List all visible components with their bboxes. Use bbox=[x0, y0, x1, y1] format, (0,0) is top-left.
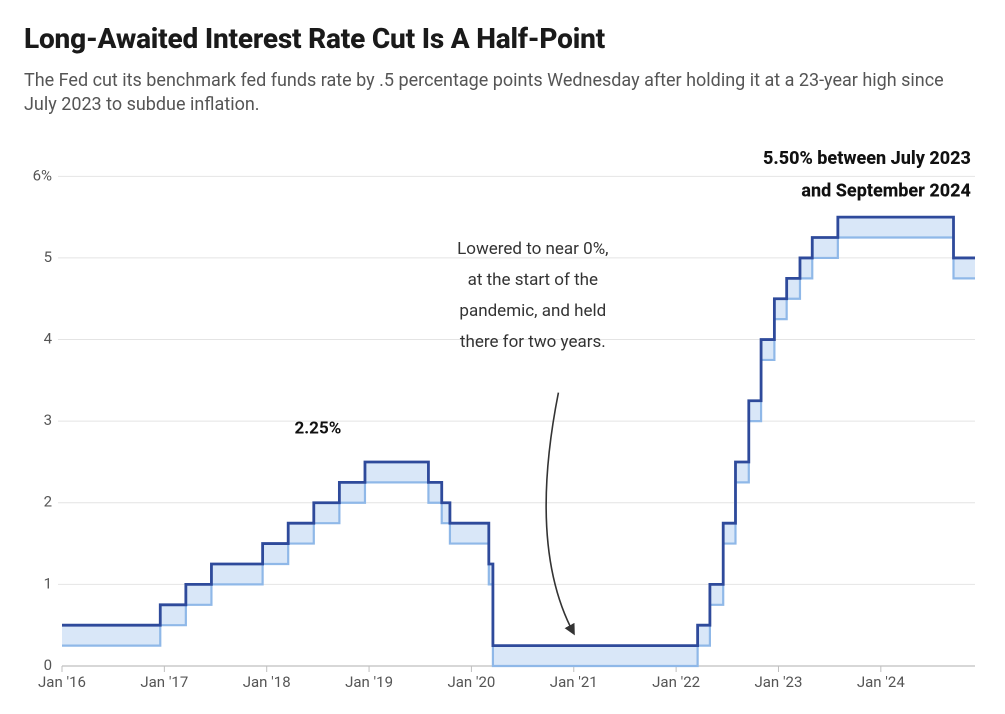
chart-title: Long-Awaited Interest Rate Cut Is A Half… bbox=[24, 22, 981, 55]
chart-subtitle: The Fed cut its benchmark fed funds rate… bbox=[24, 69, 964, 118]
svg-text:Jan '19: Jan '19 bbox=[345, 673, 393, 691]
svg-text:Jan '23: Jan '23 bbox=[755, 673, 803, 691]
svg-text:5.50% between July 2023: 5.50% between July 2023 bbox=[763, 150, 971, 169]
svg-text:2: 2 bbox=[44, 493, 52, 511]
svg-text:Jan '20: Jan '20 bbox=[447, 673, 495, 691]
svg-text:pandemic, and held: pandemic, and held bbox=[459, 301, 606, 321]
y-tick-labels: 0 1 2 3 4 5 6% bbox=[33, 166, 53, 674]
annotation-pandemic: Lowered to near 0%, at the start of the pa… bbox=[457, 239, 608, 634]
svg-text:6%: 6% bbox=[33, 166, 52, 184]
svg-text:Jan '22: Jan '22 bbox=[652, 673, 700, 691]
svg-text:Jan '21: Jan '21 bbox=[550, 673, 598, 691]
svg-text:at the start of the: at the start of the bbox=[468, 270, 598, 290]
svg-text:3: 3 bbox=[44, 411, 52, 429]
svg-text:and September 2024: and September 2024 bbox=[801, 181, 970, 202]
svg-text:4: 4 bbox=[44, 330, 53, 348]
svg-text:Jan '16: Jan '16 bbox=[38, 673, 86, 691]
svg-text:1: 1 bbox=[44, 574, 52, 592]
svg-text:Jan '17: Jan '17 bbox=[140, 673, 188, 691]
chart-container: 0123456%Jan '16Jan '17Jan '18Jan '19Jan … bbox=[24, 150, 981, 696]
svg-text:there for two years.: there for two years. bbox=[460, 332, 606, 352]
x-tick-labels: Jan '16 Jan '17 Jan '18 Jan '19 Jan '20 Jan '… bbox=[38, 666, 905, 691]
svg-text:Jan '24: Jan '24 bbox=[857, 673, 905, 691]
annotation-pandemic-arrow bbox=[546, 393, 574, 634]
svg-text:Jan '18: Jan '18 bbox=[243, 673, 291, 691]
svg-text:Lowered to near 0%,: Lowered to near 0%, bbox=[457, 239, 608, 259]
fed-rate-chart-svg: 0123456%Jan '16Jan '17Jan '18Jan '19Jan … bbox=[24, 150, 981, 696]
svg-text:5: 5 bbox=[44, 248, 52, 266]
svg-text:0: 0 bbox=[44, 656, 52, 674]
annotation-left-peak: 2.25% bbox=[295, 418, 342, 438]
